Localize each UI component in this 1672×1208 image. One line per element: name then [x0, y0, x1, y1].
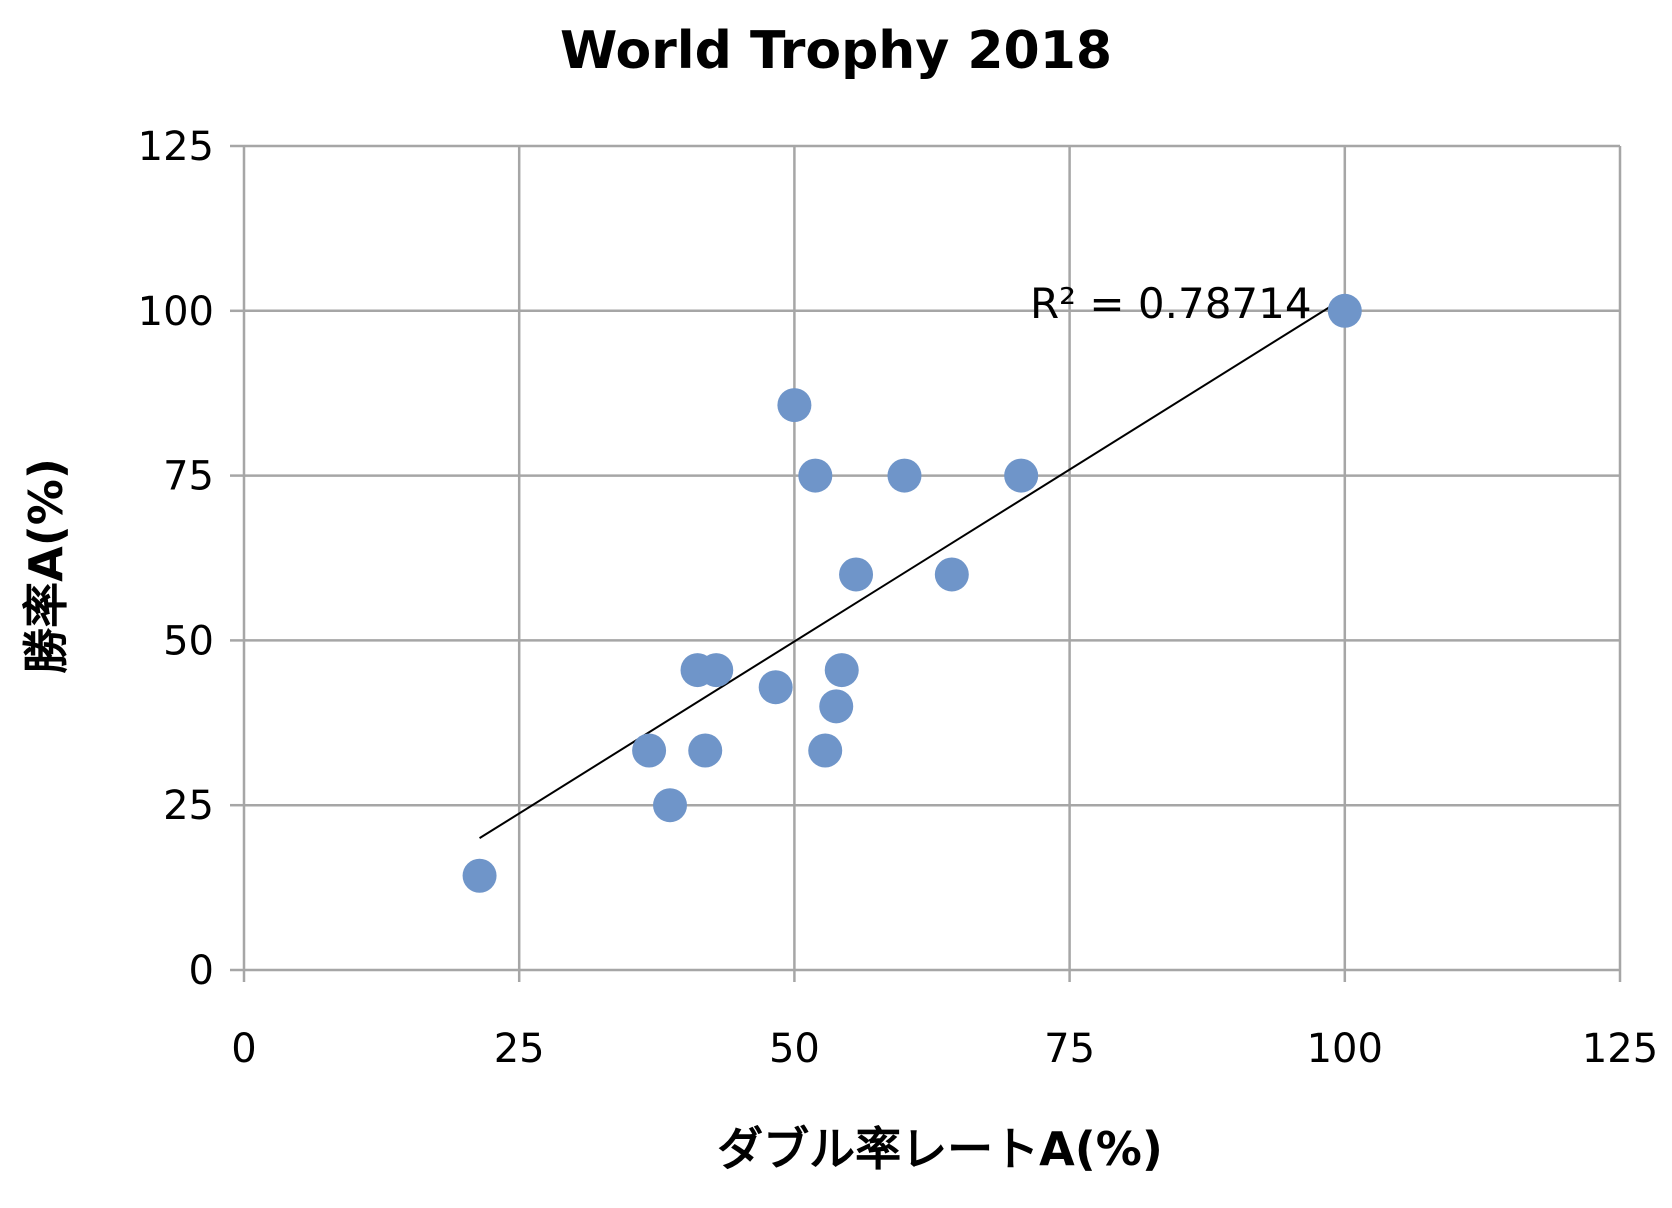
x-tick-label: 25: [494, 1026, 545, 1072]
data-point: [1327, 293, 1362, 328]
data-point: [758, 670, 793, 705]
data-point: [777, 388, 812, 423]
grid: [242, 144, 1622, 972]
data-point: [839, 557, 874, 592]
trendline-group: [479, 296, 1346, 840]
trendline: [479, 296, 1346, 840]
data-point: [699, 653, 734, 688]
data-point: [824, 653, 859, 688]
x-axis-title: ダブル率レートA(%): [717, 1122, 1163, 1176]
y-tick-label: 125: [138, 124, 214, 170]
data-point: [653, 788, 688, 823]
y-axis-title: 勝率A(%): [19, 458, 73, 674]
y-tick-label: 50: [163, 618, 214, 664]
data-point: [462, 858, 497, 893]
data-points: [462, 293, 1362, 893]
x-tick-label: 100: [1307, 1026, 1383, 1072]
data-point: [887, 458, 922, 493]
y-tick-label: 100: [138, 289, 214, 335]
chart-title: World Trophy 2018: [560, 21, 1112, 81]
data-point: [1004, 458, 1039, 493]
data-point: [632, 733, 667, 768]
data-point: [934, 557, 969, 592]
x-tick-label: 125: [1582, 1026, 1658, 1072]
data-point: [798, 458, 833, 493]
y-tick-label: 75: [163, 454, 214, 500]
axis-ticks: 0 25 50 75 100 125 0 25 50 75 100 125: [138, 124, 1659, 1072]
x-tick-label: 75: [1044, 1026, 1095, 1072]
r-squared-label: R² = 0.78714: [1030, 279, 1312, 328]
y-tick-label: 25: [163, 783, 214, 829]
data-point: [808, 733, 843, 768]
x-tick-label: 50: [769, 1026, 820, 1072]
x-tick-label: 0: [231, 1026, 256, 1072]
y-tick-label: 0: [189, 948, 214, 994]
data-point: [819, 689, 854, 724]
data-point: [688, 733, 723, 768]
